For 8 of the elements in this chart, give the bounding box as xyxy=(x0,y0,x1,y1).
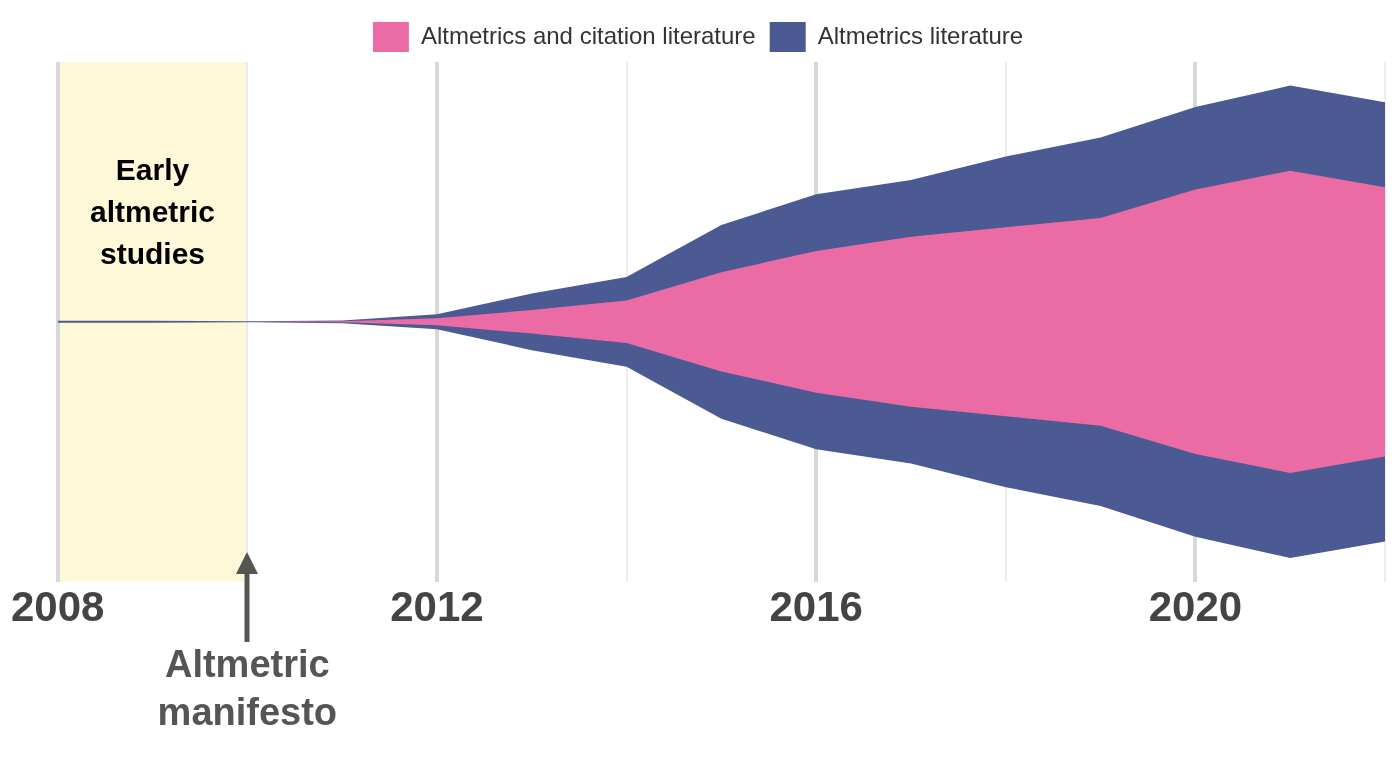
x-tick-label: 2016 xyxy=(769,583,863,631)
text: Altmetric manifesto xyxy=(157,643,338,734)
legend-label: Altmetrics literature xyxy=(817,21,1024,49)
x-tick-label: 2008 xyxy=(11,583,105,631)
band-label: Early altmetric studies xyxy=(89,153,216,271)
legend-label: Altmetrics and citation literature xyxy=(420,21,756,49)
x-tick-label: 2012 xyxy=(390,583,484,631)
x-tick-label: 2020 xyxy=(1148,583,1243,631)
